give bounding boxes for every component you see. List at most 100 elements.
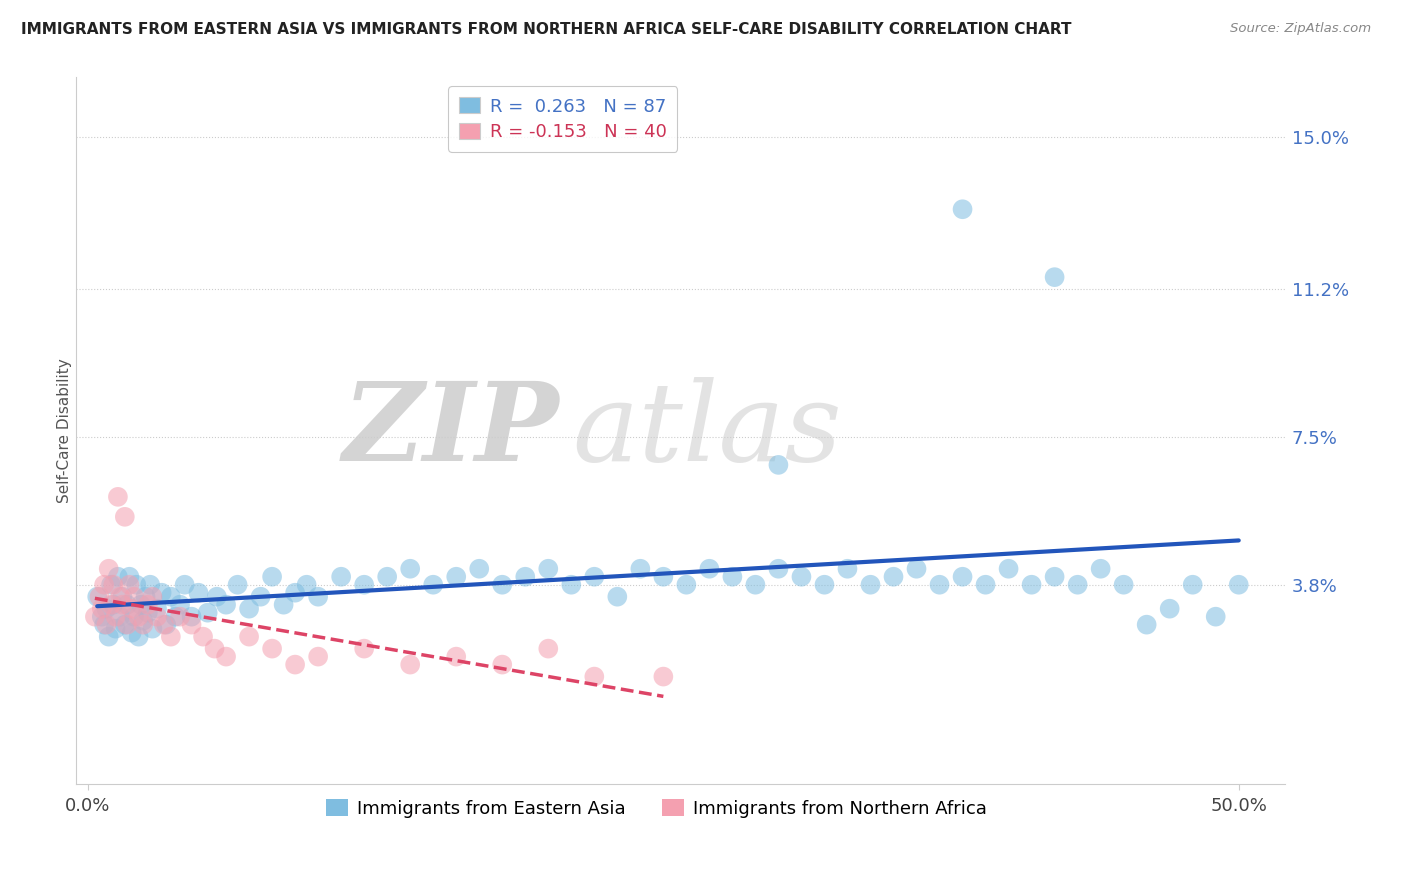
Point — [191, 630, 214, 644]
Point — [262, 641, 284, 656]
Point — [141, 590, 163, 604]
Point — [118, 578, 141, 592]
Point — [146, 601, 169, 615]
Point — [952, 202, 974, 217]
Point — [768, 458, 790, 472]
Point — [141, 622, 163, 636]
Point — [90, 609, 112, 624]
Text: ZIP: ZIP — [343, 377, 560, 484]
Text: atlas: atlas — [572, 377, 842, 484]
Point — [128, 630, 150, 644]
Point — [882, 570, 904, 584]
Point — [1043, 270, 1066, 285]
Point — [628, 562, 651, 576]
Point — [100, 598, 122, 612]
Point — [125, 578, 148, 592]
Point — [652, 670, 675, 684]
Point — [813, 578, 835, 592]
Point — [560, 578, 582, 592]
Point — [93, 578, 115, 592]
Point — [675, 578, 697, 592]
Point — [180, 609, 202, 624]
Point — [1066, 578, 1088, 592]
Point — [153, 617, 176, 632]
Point — [122, 590, 145, 604]
Point — [155, 617, 177, 632]
Point — [249, 590, 271, 604]
Point — [307, 590, 329, 604]
Point — [205, 590, 228, 604]
Point — [83, 609, 105, 624]
Point — [110, 590, 132, 604]
Point — [169, 609, 191, 624]
Point — [859, 578, 882, 592]
Point — [583, 670, 606, 684]
Y-axis label: Self-Care Disability: Self-Care Disability — [58, 359, 72, 503]
Point — [136, 598, 159, 612]
Point — [273, 598, 295, 612]
Point — [422, 578, 444, 592]
Point — [928, 578, 950, 592]
Point — [121, 601, 143, 615]
Point — [118, 570, 141, 584]
Point — [238, 601, 260, 615]
Point — [139, 578, 162, 592]
Point — [399, 657, 422, 672]
Text: IMMIGRANTS FROM EASTERN ASIA VS IMMIGRANTS FROM NORTHERN AFRICA SELF-CARE DISABI: IMMIGRANTS FROM EASTERN ASIA VS IMMIGRAN… — [21, 22, 1071, 37]
Point — [744, 578, 766, 592]
Point — [115, 598, 138, 612]
Point — [974, 578, 997, 592]
Point — [129, 598, 152, 612]
Point — [111, 598, 134, 612]
Point — [180, 617, 202, 632]
Point — [114, 617, 136, 632]
Point — [537, 562, 560, 576]
Point — [103, 598, 125, 612]
Point — [353, 578, 375, 592]
Point — [90, 601, 112, 615]
Legend: Immigrants from Eastern Asia, Immigrants from Northern Africa: Immigrants from Eastern Asia, Immigrants… — [319, 792, 994, 825]
Point — [111, 590, 134, 604]
Point — [132, 617, 155, 632]
Point — [1021, 578, 1043, 592]
Point — [284, 585, 307, 599]
Point — [515, 570, 537, 584]
Point — [150, 585, 173, 599]
Point — [652, 570, 675, 584]
Point — [330, 570, 353, 584]
Point — [89, 590, 111, 604]
Point — [215, 649, 238, 664]
Point — [1090, 562, 1112, 576]
Point — [97, 562, 120, 576]
Point — [132, 614, 155, 628]
Point — [1181, 578, 1204, 592]
Point — [197, 606, 219, 620]
Point — [100, 578, 122, 592]
Point — [136, 606, 159, 620]
Point — [187, 585, 209, 599]
Point — [121, 625, 143, 640]
Point — [399, 562, 422, 576]
Point — [444, 570, 467, 584]
Point — [135, 590, 157, 604]
Point — [537, 641, 560, 656]
Point — [307, 649, 329, 664]
Point — [104, 609, 127, 624]
Point — [160, 590, 183, 604]
Point — [215, 598, 238, 612]
Point — [468, 562, 491, 576]
Point — [1112, 578, 1135, 592]
Point — [491, 657, 513, 672]
Point — [110, 609, 132, 624]
Point — [165, 609, 187, 624]
Point — [699, 562, 721, 576]
Point — [93, 617, 115, 632]
Point — [96, 617, 118, 632]
Point — [97, 630, 120, 644]
Point — [96, 601, 118, 615]
Point — [107, 490, 129, 504]
Point — [114, 509, 136, 524]
Point — [1227, 578, 1250, 592]
Point — [952, 570, 974, 584]
Point — [353, 641, 375, 656]
